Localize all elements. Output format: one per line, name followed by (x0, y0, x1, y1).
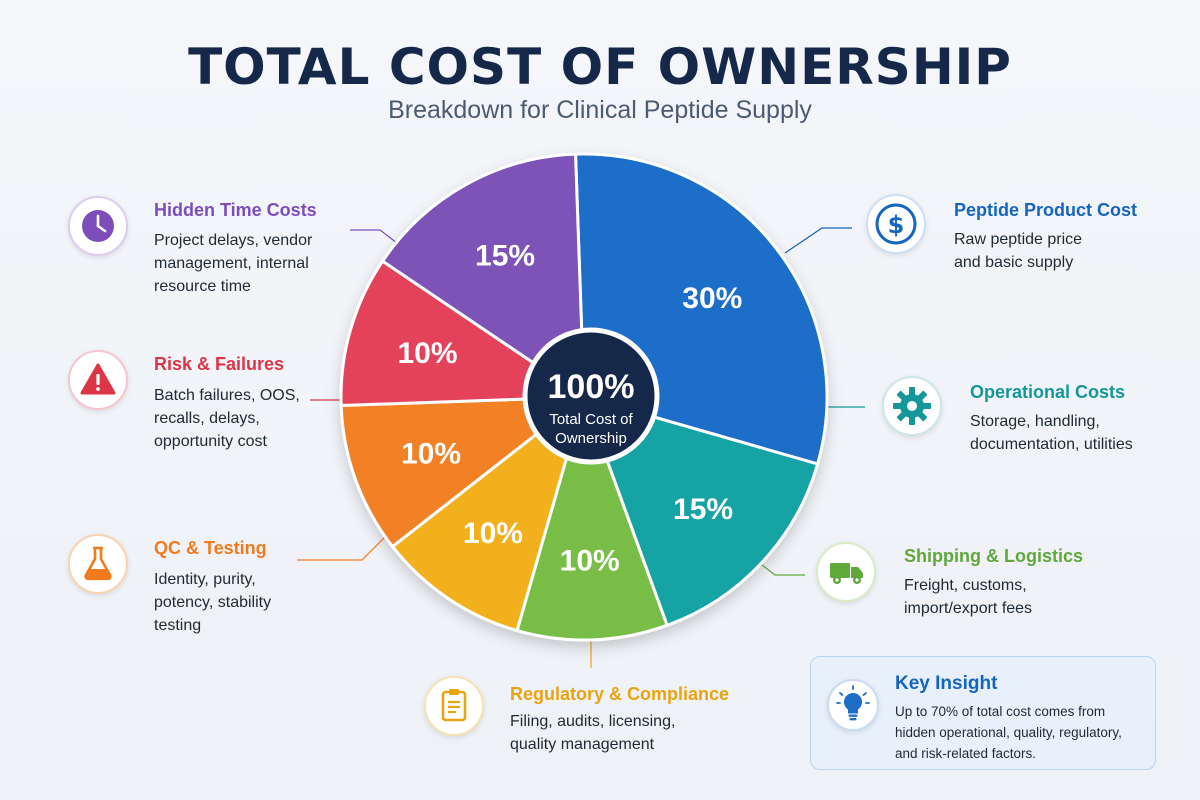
center-label-line1: Total Cost of (549, 411, 633, 428)
callout-title: QC & Testing (154, 538, 267, 558)
clipboard-icon (424, 676, 484, 736)
callout-desc: Storage, handling, documentation, utiliti… (970, 413, 1133, 453)
pie-slice-4 (390, 392, 587, 633)
truck-icon (816, 542, 876, 602)
svg-text:$: $ (888, 211, 905, 239)
lightbulb-icon (827, 679, 879, 731)
center-label-line2: Ownership (555, 430, 627, 447)
center-circle (522, 327, 660, 465)
warning-icon (68, 350, 128, 410)
callout-desc: Freight, customs, import/export fees (904, 577, 1033, 617)
callout-title: Hidden Time Costs (154, 200, 317, 220)
page-subtitle: Breakdown for Clinical Peptide Supply (388, 96, 812, 124)
callout-desc: Project delays, vendor management, intern… (154, 232, 313, 295)
callout-title: Regulatory & Compliance (510, 684, 730, 704)
page-title: TOTAL COST OF OWNERSHIP (188, 38, 1012, 96)
callout-desc: Identity, purity, potency, stability testi… (154, 571, 272, 634)
pie-slice-label-2: 15% (673, 493, 733, 526)
pie-slice-2 (581, 394, 820, 628)
insight-text: Up to 70% of total cost comes from hidden… (895, 704, 1122, 761)
callout-desc: Filing, audits, licensing, quality manage… (510, 713, 676, 753)
pie-slice-label-3: 10% (560, 545, 620, 578)
pie-slice-label-1: 30% (682, 282, 742, 315)
callout-title: Operational Costs (970, 382, 1126, 402)
callout-title: Risk & Failures (154, 354, 285, 374)
callout-desc: Batch failures, OOS, recalls, delays, oppo… (154, 387, 300, 450)
pie-slice-label-6: 10% (397, 337, 457, 370)
pie-slice-label-5: 10% (401, 438, 461, 471)
gear-icon (882, 376, 942, 436)
pie-slice-5 (339, 395, 589, 549)
dollar-icon: $ (866, 194, 926, 254)
pie-slice-7 (380, 152, 586, 400)
pie-slice-label-4: 10% (463, 517, 523, 550)
insight-title: Key Insight (895, 673, 998, 694)
key-insight-box: Key Insight Up to 70% of total cost come… (810, 656, 1156, 770)
center-value: 100% (548, 368, 635, 406)
pie-slice-3 (515, 392, 670, 642)
flask-icon (68, 534, 128, 594)
pie-slice-6 (339, 259, 589, 408)
callout-title: Shipping & Logistics (904, 546, 1083, 566)
callout-desc: Raw peptide price and basic supply (954, 231, 1083, 271)
connector-shipping (761, 564, 805, 576)
connector-qc (297, 536, 386, 561)
callout-title: Peptide Product Cost (954, 200, 1138, 220)
clock-icon (68, 196, 128, 256)
pie-slice-label-7: 15% (475, 240, 535, 273)
connector-product (784, 227, 852, 254)
connector-hidden (350, 229, 398, 244)
